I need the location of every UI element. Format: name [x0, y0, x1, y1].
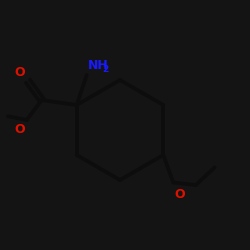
- Text: O: O: [14, 123, 25, 136]
- Text: NH: NH: [88, 59, 109, 72]
- Text: 2: 2: [102, 65, 108, 74]
- Text: O: O: [15, 66, 26, 79]
- Text: O: O: [174, 188, 185, 200]
